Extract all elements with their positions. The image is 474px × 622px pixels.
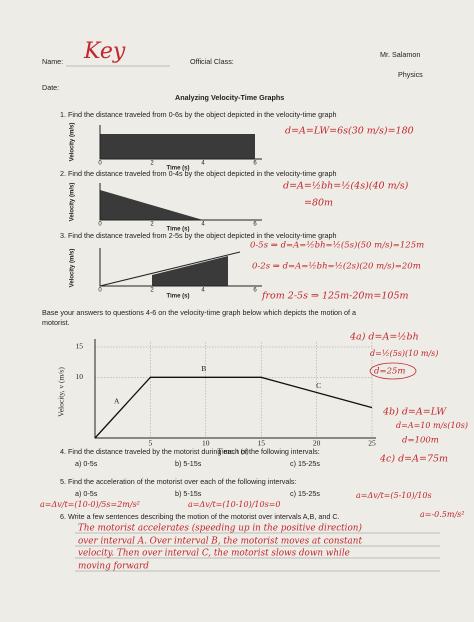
segment-label: C [316,381,321,390]
y-axis-label: Velocity (m/s) [70,249,76,288]
handwritten-answer: moving forward [78,562,149,572]
x-tick-label: 4 [201,161,205,167]
question-text: 3. Find the distance traveled from 2-5s … [60,231,336,240]
name-answer: Key [83,39,126,64]
x-tick-label: 10 [202,439,210,448]
handwritten-answer: a=-0.5m/s² [420,510,465,519]
graph-axes [99,125,262,160]
x-tick-label: 0 [98,288,102,294]
graph-area [152,256,228,286]
handwritten-answer: from 2-5s ⇒ 125m-20m=105m [261,291,409,302]
answer-circle [369,362,417,380]
x-tick-label: 6 [253,288,257,294]
question-part: b) 5-15s [175,459,202,468]
x-tick-label: 2 [150,288,154,294]
handwritten-answer: d=A=LW=6s(30 m/s)=180 [285,126,414,137]
question-part: a) 0-5s [75,459,98,468]
graph-2: Velocity (m/s) 0 2 4 6 Time (s) [70,183,262,233]
y-tick-label: 15 [76,342,84,351]
x-tick-label: 20 [313,439,321,448]
question-text: 6. Write a few sentences describing the … [60,512,340,521]
handwritten-answer: a=Δv/t=(10-10)/10s=0 [188,500,280,509]
question-text: 1. Find the distance traveled from 0-6s … [60,110,336,119]
graph-axes [99,248,262,287]
graph-area [100,134,255,159]
x-axis-label: Time, t (s) [217,447,249,456]
handwritten-answer: =80m [304,198,333,209]
teacher: Mr. Salamon [380,50,420,59]
handwritten-answer: d=A=½bh=½(4s)(40 m/s) [283,181,409,192]
intro-text: motorist. [42,318,70,327]
segment-label: B [201,364,206,373]
class-label: Official Class: [190,57,234,66]
date-label: Date: [42,83,59,92]
x-tick-label: 2 [150,222,154,228]
handwritten-answer: d=½(5s)(10 m/s) [370,349,438,358]
x-tick-label: 15 [257,439,265,448]
question-part: a) 0-5s [75,489,98,498]
segment-label: A [114,396,120,405]
handwritten-answer: 0-5s ⇒ d=A=½bh=½(5s)(50 m/s)=125m [250,240,424,251]
name-label: Name: [42,57,63,66]
handwritten-answer: velocity. Then over interval C, the moto… [78,549,350,559]
handwritten-answer: 4c) d=A=75m [379,454,448,465]
x-tick-label: 6 [253,222,257,228]
handwritten-answer: 4a) d=A=½bh [349,332,419,343]
x-tick-label: 4 [201,222,205,228]
graph-1: Velocity (m/s) 0 2 4 6 Time (s) [70,123,262,172]
velocity-line [94,376,373,439]
y-axis-label: Velocity, v (m/s) [57,367,66,417]
y-axis-label: Velocity (m/s) [70,123,76,162]
y-axis-label: Velocity (m/s) [70,183,76,222]
question-text: 2. Find the distance traveled from 0-4s … [60,169,336,178]
handwritten-answer: 4b) d=A=LW [382,407,447,418]
x-tick-label: 25 [368,439,376,448]
title: Analyzing Velocity-Time Graphs [175,93,284,102]
x-tick-label: 6 [253,161,257,167]
question-part: b) 5-15s [175,489,202,498]
handwritten-answer: d=A=10 m/s(10s) [396,421,468,430]
graph-area [100,190,203,220]
handwritten-answer: The motorist accelerates (speeding up in… [78,523,362,534]
handwritten-answer: 0-2s ⇒ d=A=½bh=½(2s)(20 m/s)=20m [252,261,421,272]
subject: Physics [398,70,423,79]
graph-axes [99,183,262,221]
question-text: 4. Find the distance traveled by the mot… [60,447,320,456]
question-text: 5. Find the acceleration of the motorist… [60,477,297,486]
x-axis-label: Time (s) [167,166,190,172]
handwritten-answer: a=Δv/t=(5-10)/10s [356,491,432,500]
graph-3: Velocity (m/s) 0 2 4 6 Time (s) [70,248,262,300]
question-part: c) 15-25s [290,489,320,498]
y-tick-label: 10 [76,372,84,381]
handwritten-answer: d=25m [374,367,405,377]
handwritten-answer: d=100m [402,436,439,446]
handwritten-answer: over interval A. Over interval B, the mo… [78,537,362,547]
x-tick-label: 4 [201,288,205,294]
intro-text: Base your answers to questions 4-6 on th… [42,308,356,317]
x-axis-label: Time (s) [167,294,190,300]
graph-line [99,251,241,287]
x-tick-label: 0 [98,161,102,167]
x-tick-label: 0 [98,222,102,228]
question-part: c) 15-25s [290,459,320,468]
x-axis-label: Time (s) [167,227,190,233]
x-tick-label: 5 [149,439,153,448]
handwritten-answer: a=Δv/t=(10-0)/5s=2m/s² [40,500,140,509]
x-tick-label: 2 [150,161,154,167]
velocity-time-graph: Velocity, v (m/s) Time, t (s) 5 10 15 20 25 1… [57,339,376,456]
